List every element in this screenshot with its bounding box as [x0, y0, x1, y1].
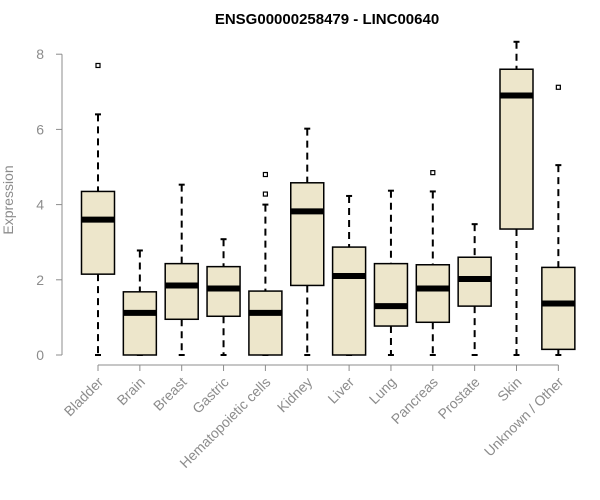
box-gastric — [206, 238, 241, 356]
x-tick-label: Prostate — [435, 374, 483, 422]
x-tick-label: Kidney — [274, 374, 316, 416]
outlier-point — [430, 170, 436, 176]
iqr-box — [290, 182, 325, 287]
y-axis-label: Expression — [0, 165, 16, 234]
iqr-box — [122, 291, 158, 356]
box-skin — [499, 40, 534, 356]
x-tick-label: Breast — [150, 374, 190, 414]
outlier-point — [95, 62, 101, 69]
iqr-box — [206, 265, 241, 318]
box-lung — [373, 189, 409, 356]
box-breast — [164, 183, 199, 356]
x-tick-label: Pancreas — [388, 374, 441, 427]
outlier-point — [262, 191, 268, 197]
iqr-box — [541, 266, 576, 351]
y-tick-label: 0 — [36, 347, 44, 363]
x-tick-label: Skin — [494, 374, 525, 405]
iqr-box — [415, 264, 451, 324]
box-kidney — [290, 127, 325, 356]
box-liver — [331, 194, 367, 356]
box-bladder — [80, 62, 116, 356]
boxes-group — [80, 40, 576, 356]
x-tick-label: Unknown / Other — [481, 374, 567, 460]
y-tick-label: 8 — [36, 46, 44, 62]
x-tick-label: Lung — [366, 374, 399, 407]
box-prostate — [457, 223, 492, 356]
iqr-box — [80, 190, 116, 275]
y-tick-label: 4 — [36, 197, 44, 213]
iqr-box — [373, 262, 409, 327]
box-pancreas — [415, 170, 451, 356]
chart-title: ENSG00000258479 - LINC00640 — [215, 11, 439, 28]
iqr-box — [331, 246, 367, 356]
iqr-box — [164, 262, 199, 321]
box-unknown-other — [541, 84, 576, 356]
iqr-box — [248, 290, 283, 356]
x-tick-label: Brain — [114, 374, 148, 408]
y-tick-label: 2 — [36, 272, 44, 288]
x-tick-label: Liver — [324, 374, 357, 407]
y-tick-label: 6 — [36, 121, 44, 137]
outlier-point — [555, 84, 561, 90]
box-brain — [122, 249, 158, 356]
x-tick-label: Bladder — [61, 374, 107, 420]
box-hematopoietic-cells — [248, 171, 283, 356]
outlier-point — [262, 171, 268, 178]
